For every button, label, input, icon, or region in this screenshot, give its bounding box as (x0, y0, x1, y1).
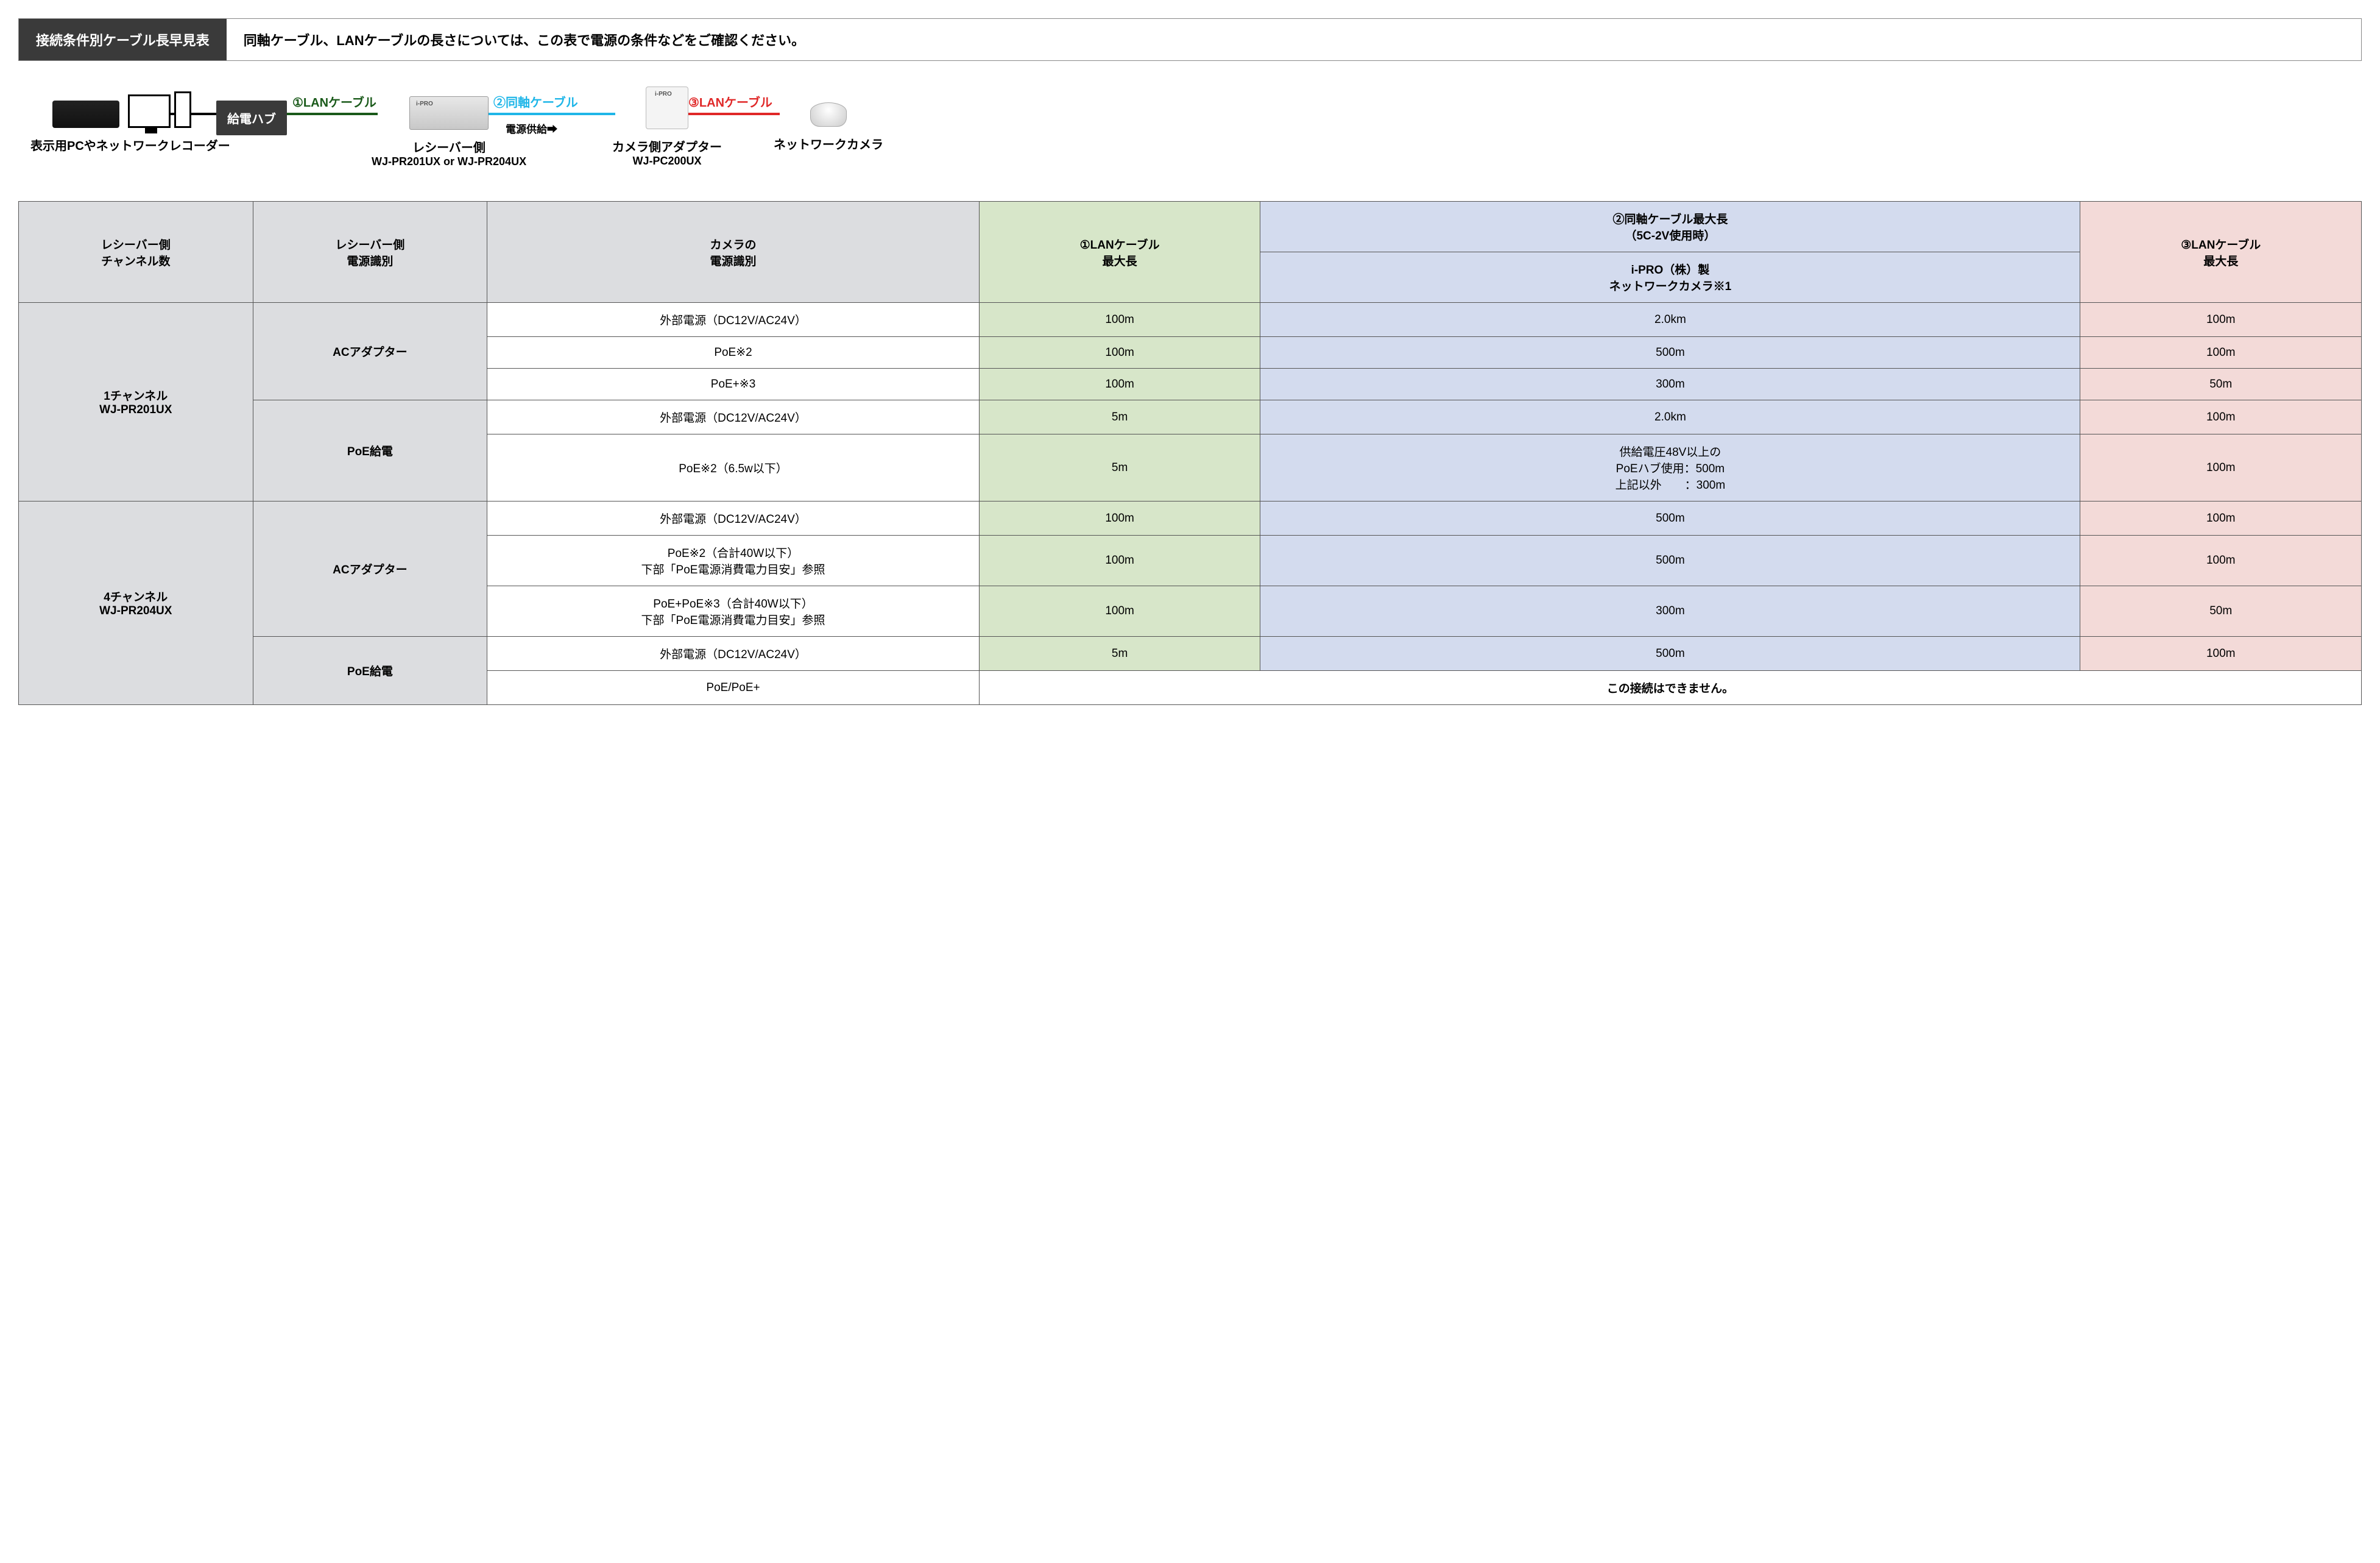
cell-lan1: 5m (979, 434, 1260, 502)
cell-channel: 4チャンネルWJ-PR204UX (19, 502, 253, 705)
th-cam-power: カメラの電源識別 (487, 202, 980, 303)
th-coax-top: ②同軸ケーブル最大長（5C-2V使用時） (1260, 202, 2080, 252)
cell-channel: 1チャンネルWJ-PR201UX (19, 303, 253, 502)
cell-cam-power: 外部電源（DC12V/AC24V） (487, 637, 980, 671)
adapter-label1: カメラ側アダプター (612, 137, 722, 155)
topology-diagram: ①LANケーブル ②同軸ケーブル 電源供給➡ ③LANケーブル 表示用PCやネッ… (30, 79, 2350, 195)
device-nvr-pc: 表示用PCやネットワークレコーダー (30, 91, 213, 154)
device-hub: 給電ハブ (216, 101, 287, 135)
header-title: 接続条件別ケーブル長早見表 (19, 19, 227, 60)
cell-lan1: 5m (979, 400, 1260, 434)
device-pc-label: 表示用PCやネットワークレコーダー (30, 136, 213, 154)
cell-lan2: 100m (2080, 303, 2362, 337)
device-adapter: カメラ側アダプター WJ-PC200UX (612, 87, 722, 168)
cell-power: PoE給電 (253, 637, 487, 705)
adapter-icon (646, 87, 688, 129)
table-row: PoE給電外部電源（DC12V/AC24V）5m500m100m (19, 637, 2362, 671)
camera-icon (804, 96, 853, 127)
cell-lan2: 100m (2080, 502, 2362, 536)
device-receiver: レシーバー側 WJ-PR201UX or WJ-PR204UX (372, 96, 526, 168)
cell-lan2: 50m (2080, 586, 2362, 637)
cell-coax: 500m (1260, 337, 2080, 369)
cell-power: PoE給電 (253, 400, 487, 502)
cell-lan1: 100m (979, 337, 1260, 369)
cell-lan1: 5m (979, 637, 1260, 671)
th-lan1: ①LANケーブル最大長 (979, 202, 1260, 303)
line-lan1 (274, 113, 378, 115)
cell-cam-power: PoE+※3 (487, 369, 980, 400)
cell-coax: 2.0km (1260, 400, 2080, 434)
cell-lan1: 100m (979, 502, 1260, 536)
receiver-icon (409, 96, 489, 130)
cell-lan1: 100m (979, 536, 1260, 586)
camera-label: ネットワークカメラ (774, 135, 883, 152)
cell-cam-power: PoE※2（6.5w以下） (487, 434, 980, 502)
adapter-label2: WJ-PC200UX (612, 155, 722, 168)
cell-coax: 300m (1260, 369, 2080, 400)
cable1-label: ①LANケーブル (292, 93, 376, 110)
cell-lan2: 100m (2080, 637, 2362, 671)
header-bar: 接続条件別ケーブル長早見表 同軸ケーブル、LANケーブルの長さについては、この表… (18, 18, 2362, 61)
th-lan2: ③LANケーブル最大長 (2080, 202, 2362, 303)
cell-coax: 供給電圧48V以上のPoEハブ使用：500m上記以外 ：300m (1260, 434, 2080, 502)
cell-merged: この接続はできません。 (979, 671, 2361, 705)
cell-coax: 300m (1260, 586, 2080, 637)
cell-cam-power: 外部電源（DC12V/AC24V） (487, 400, 980, 434)
cell-coax: 500m (1260, 637, 2080, 671)
cell-cam-power: PoE/PoE+ (487, 671, 980, 705)
cell-lan1: 100m (979, 586, 1260, 637)
cell-lan2: 50m (2080, 369, 2362, 400)
cell-coax: 500m (1260, 536, 2080, 586)
cell-cam-power: PoE※2 (487, 337, 980, 369)
header-description: 同軸ケーブル、LANケーブルの長さについては、この表で電源の条件などをご確認くだ… (227, 19, 2361, 60)
cell-lan2: 100m (2080, 536, 2362, 586)
nvr-icon (52, 101, 119, 128)
device-camera: ネットワークカメラ (774, 96, 883, 152)
cable-length-table: レシーバー側チャンネル数 レシーバー側電源識別 カメラの電源識別 ①LANケーブ… (18, 201, 2362, 705)
cell-coax: 500m (1260, 502, 2080, 536)
table-header: レシーバー側チャンネル数 レシーバー側電源識別 カメラの電源識別 ①LANケーブ… (19, 202, 2362, 303)
table-row: 1チャンネルWJ-PR201UXACアダプター外部電源（DC12V/AC24V）… (19, 303, 2362, 337)
cell-lan1: 100m (979, 369, 1260, 400)
table-row: PoE給電外部電源（DC12V/AC24V）5m2.0km100m (19, 400, 2362, 434)
cell-lan2: 100m (2080, 337, 2362, 369)
cell-cam-power: 外部電源（DC12V/AC24V） (487, 303, 980, 337)
pc-icon (128, 91, 191, 128)
cell-cam-power: 外部電源（DC12V/AC24V） (487, 502, 980, 536)
th-channel: レシーバー側チャンネル数 (19, 202, 253, 303)
th-coax-sub: i-PRO（株）製ネットワークカメラ※1 (1260, 252, 2080, 303)
hub-label: 給電ハブ (216, 101, 287, 135)
cell-power: ACアダプター (253, 303, 487, 400)
th-power: レシーバー側電源識別 (253, 202, 487, 303)
cell-cam-power: PoE+PoE※3（合計40W以下）下部「PoE電源消費電力目安」参照 (487, 586, 980, 637)
table-row: 4チャンネルWJ-PR204UXACアダプター外部電源（DC12V/AC24V）… (19, 502, 2362, 536)
cell-lan2: 100m (2080, 400, 2362, 434)
cell-cam-power: PoE※2（合計40W以下）下部「PoE電源消費電力目安」参照 (487, 536, 980, 586)
cell-lan2: 100m (2080, 434, 2362, 502)
cell-power: ACアダプター (253, 502, 487, 637)
receiver-label1: レシーバー側 (372, 138, 526, 155)
cell-lan1: 100m (979, 303, 1260, 337)
table-body: 1チャンネルWJ-PR201UXACアダプター外部電源（DC12V/AC24V）… (19, 303, 2362, 705)
receiver-label2: WJ-PR201UX or WJ-PR204UX (372, 155, 526, 168)
cell-coax: 2.0km (1260, 303, 2080, 337)
